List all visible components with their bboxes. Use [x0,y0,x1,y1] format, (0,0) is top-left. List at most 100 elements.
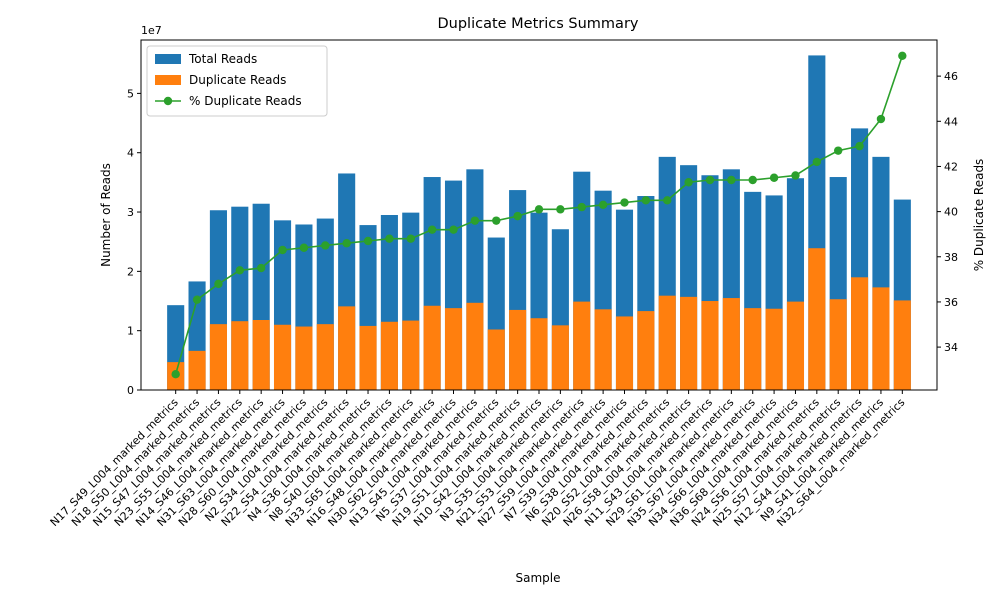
bar [338,306,356,390]
bar [765,308,783,390]
legend-swatch [155,75,181,85]
y-axis-label-right: % Duplicate Reads [972,159,986,272]
legend-item: % Duplicate Reads [155,94,302,108]
y-right-tick-label: 38 [944,251,958,264]
bar [380,321,398,390]
y-tick-label: 3 [127,206,134,219]
bar [722,298,740,390]
bar [444,308,463,390]
bar [423,305,441,390]
bar [466,302,484,390]
line-point [855,141,864,151]
chart-title: Duplicate Metrics Summary [437,16,638,32]
y-tick-label: 0 [127,384,134,397]
y-right-tick-label: 44 [944,115,958,128]
line-point [663,196,672,205]
y-tick-label: 2 [127,265,134,278]
bar [637,311,655,390]
line-point [321,241,330,250]
line-point [534,205,544,214]
legend-item: Duplicate Reads [155,73,286,87]
line-point [299,243,309,252]
legend-label: % Duplicate Reads [189,94,302,108]
bar [487,329,505,390]
bar [872,287,890,390]
line-point [427,225,437,234]
line-point [812,157,822,167]
bar [701,301,719,390]
line-point [769,173,779,182]
line-point [598,200,608,210]
legend-swatch [155,54,181,64]
line-point [278,245,287,255]
line-point [748,175,757,185]
legend: Total Reads Duplicate Reads % Duplicate Re… [146,45,328,117]
line-point [684,178,693,187]
x-axis: N17_S49_L004_marked_metricsN18_S50_L004_… [48,390,908,529]
bar [316,324,334,390]
line-point [385,234,394,243]
legend-label: Duplicate Reads [189,73,286,87]
bar [530,318,548,390]
bar [744,308,762,390]
bar [359,325,377,390]
y-axis-right: 34 36 38 40 42 44 46 [937,70,958,354]
line-point [214,279,223,289]
line-point [363,236,373,246]
bar [209,324,227,390]
legend-item: Total Reads [155,52,257,66]
line-point [727,175,736,185]
line-point [705,175,715,185]
bar [252,320,270,390]
series-2-bars [167,248,911,390]
line-point [898,51,907,61]
line-point [342,239,351,248]
line-point [256,263,266,273]
line-point [834,146,843,155]
bar [851,277,869,390]
line-point [406,234,415,243]
line-point [577,202,586,212]
series-line-1 [171,51,907,379]
bar [893,300,911,390]
y-axis-left: 0 1 2 3 4 5 [127,87,141,397]
legend-label: Total Reads [188,52,257,66]
y-tick-label: 1 [127,325,134,338]
line-point [192,295,202,304]
line-point [620,198,629,207]
bar [829,299,847,390]
line-point [235,266,244,275]
y-axis-label-left: Number of Reads [99,163,113,267]
line-point [513,211,522,221]
line-point [876,114,886,124]
bar [295,326,313,390]
plot-area [167,51,911,391]
y-right-tick-label: 46 [944,70,958,83]
bar [594,309,612,390]
line-point [470,216,480,225]
line-point [492,216,501,225]
bar [509,309,527,390]
y-scale-label: 1e7 [141,24,162,37]
bar [573,301,591,390]
line-point [449,225,458,234]
line-point [641,196,651,205]
y-tick-label: 5 [127,87,134,100]
bar [680,296,698,390]
bar [786,301,805,390]
y-right-tick-label: 40 [944,206,958,219]
line-point [556,205,565,214]
line-point [791,171,800,180]
legend-swatch-marker [163,96,173,106]
line-point [171,369,180,379]
y-tick-label: 4 [127,147,134,160]
y-right-tick-label: 42 [944,160,958,173]
y-right-tick-label: 36 [944,296,958,309]
bar [402,320,420,390]
bar [808,248,826,390]
bar [615,316,634,390]
x-axis-label: Sample [516,571,561,585]
bar [658,295,676,390]
